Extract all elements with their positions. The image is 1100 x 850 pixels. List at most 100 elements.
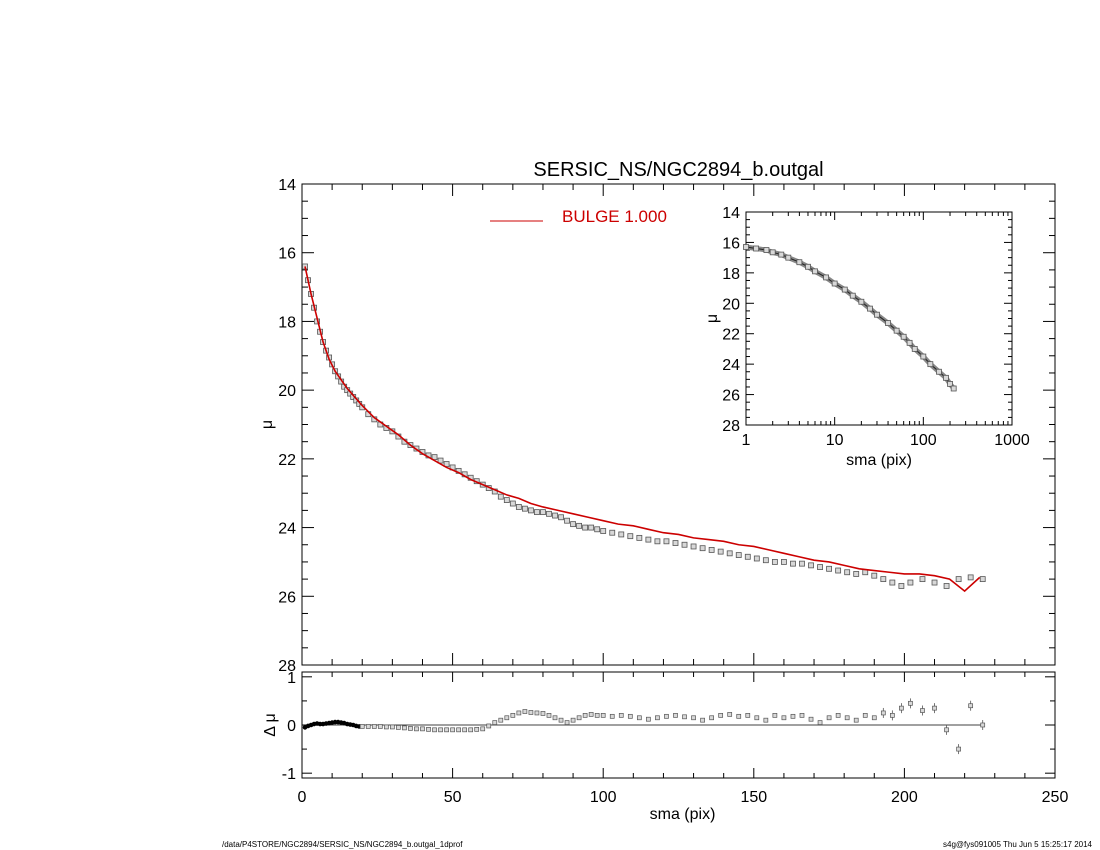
data-point	[880, 576, 887, 583]
inset-data-point	[812, 268, 818, 275]
resid-x-tick-label: 0	[298, 789, 307, 806]
data-point	[546, 510, 552, 517]
resid-data-point	[781, 715, 787, 721]
inset-data-point	[867, 305, 873, 312]
data-point	[627, 533, 634, 540]
resid-data-point	[799, 713, 805, 718]
data-point	[663, 538, 670, 545]
data-point	[443, 461, 450, 467]
data-point	[835, 567, 842, 574]
data-point	[534, 509, 540, 516]
data-point	[437, 457, 444, 464]
inset-data-point	[805, 263, 811, 270]
resid-x-tick-label: 100	[590, 789, 617, 806]
inset-data-point	[947, 381, 953, 387]
resid-data-point	[570, 717, 576, 723]
data-point	[967, 574, 974, 581]
resid-data-point	[871, 715, 877, 721]
data-point	[790, 560, 796, 567]
resid-data-point	[576, 715, 582, 721]
data-point	[681, 541, 688, 548]
resid-data-point	[835, 713, 841, 718]
resid-data-point	[853, 717, 859, 723]
inset-y-axis-label: μ	[704, 314, 721, 323]
data-point	[654, 538, 661, 545]
resid-data-point	[646, 716, 651, 722]
inset-data-point	[858, 298, 865, 305]
main-y-tick-label: 18	[278, 314, 296, 331]
resid-data-point	[627, 713, 633, 719]
inset-x-tick-label: 10	[826, 432, 844, 449]
resid-data-point	[700, 717, 705, 723]
data-point	[699, 545, 706, 552]
resid-data-point	[546, 713, 552, 718]
inset-x-tick-label: 100	[910, 432, 937, 449]
resid-data-point	[486, 723, 492, 729]
resid-data-point	[763, 717, 769, 723]
resid-x-tick-label: 150	[740, 789, 767, 806]
data-point	[919, 576, 926, 583]
resid-data-point	[944, 727, 949, 733]
resid-data-point	[426, 726, 431, 732]
resid-data-point	[817, 720, 823, 725]
resid-data-point	[826, 715, 832, 721]
data-point	[690, 543, 697, 550]
resid-data-point	[968, 703, 974, 709]
data-point	[808, 562, 814, 569]
main-y-tick-label: 24	[278, 521, 296, 538]
resid-data-point	[444, 727, 449, 733]
resid-data-point	[582, 713, 588, 718]
data-point	[564, 517, 570, 524]
resid-data-point	[772, 713, 778, 718]
resid-data-point	[534, 710, 540, 716]
resid-data-point	[727, 712, 733, 717]
main-y-tick-label: 20	[278, 383, 296, 400]
resid-data-point	[655, 715, 660, 721]
chart-title: SERSIC_NS/NGC2894_b.outgal	[533, 159, 823, 181]
resid-data-point	[932, 705, 937, 711]
main-y-axis-label: μ	[259, 420, 276, 429]
main-y-tick-label: 16	[278, 246, 296, 263]
resid-data-point	[558, 717, 564, 723]
resid-data-point	[432, 727, 437, 733]
resid-data-point	[588, 712, 594, 717]
resid-data-point	[390, 724, 395, 730]
inset-data-point	[785, 254, 792, 261]
data-point	[515, 504, 522, 510]
inset-data-point	[849, 292, 856, 299]
inset-data-point	[906, 339, 913, 346]
inset-data-point	[893, 327, 900, 334]
resid-data-point	[718, 713, 724, 718]
resid-data-point	[522, 709, 528, 714]
inset-data-point	[943, 374, 949, 381]
resid-data-point	[564, 720, 570, 725]
inset-data-point	[927, 361, 934, 368]
data-point	[853, 571, 860, 577]
inset-y-tick-label: 14	[722, 205, 740, 222]
data-point	[645, 536, 652, 543]
x-axis-label: sma (pix)	[650, 806, 716, 823]
resid-data-point	[480, 726, 486, 732]
resid-data-point	[450, 727, 455, 733]
resid-data-point	[516, 710, 522, 716]
inset-data-point	[743, 244, 749, 250]
data-point	[582, 524, 589, 531]
inset-data-point	[885, 320, 891, 326]
inset-y-tick-label: 16	[722, 235, 740, 252]
resid-data-point	[609, 713, 615, 719]
inset-data-point	[920, 353, 927, 360]
data-point	[817, 564, 823, 570]
inset-data-point	[823, 274, 829, 281]
resid-data-point	[594, 713, 600, 718]
inset-log-profile-panel: 14 16 18 20 22 24 26 281 10 100 1000 sma (pix) μ	[704, 205, 1030, 469]
data-point	[762, 557, 769, 564]
data-point	[576, 522, 582, 529]
data-point	[943, 583, 950, 589]
resid-data-point	[414, 726, 419, 732]
resid-data-point	[682, 714, 687, 720]
main-y-tick-label: 14	[278, 177, 296, 194]
resid-data-point	[371, 724, 377, 729]
data-point	[672, 540, 679, 546]
resid-data-point	[618, 713, 624, 718]
